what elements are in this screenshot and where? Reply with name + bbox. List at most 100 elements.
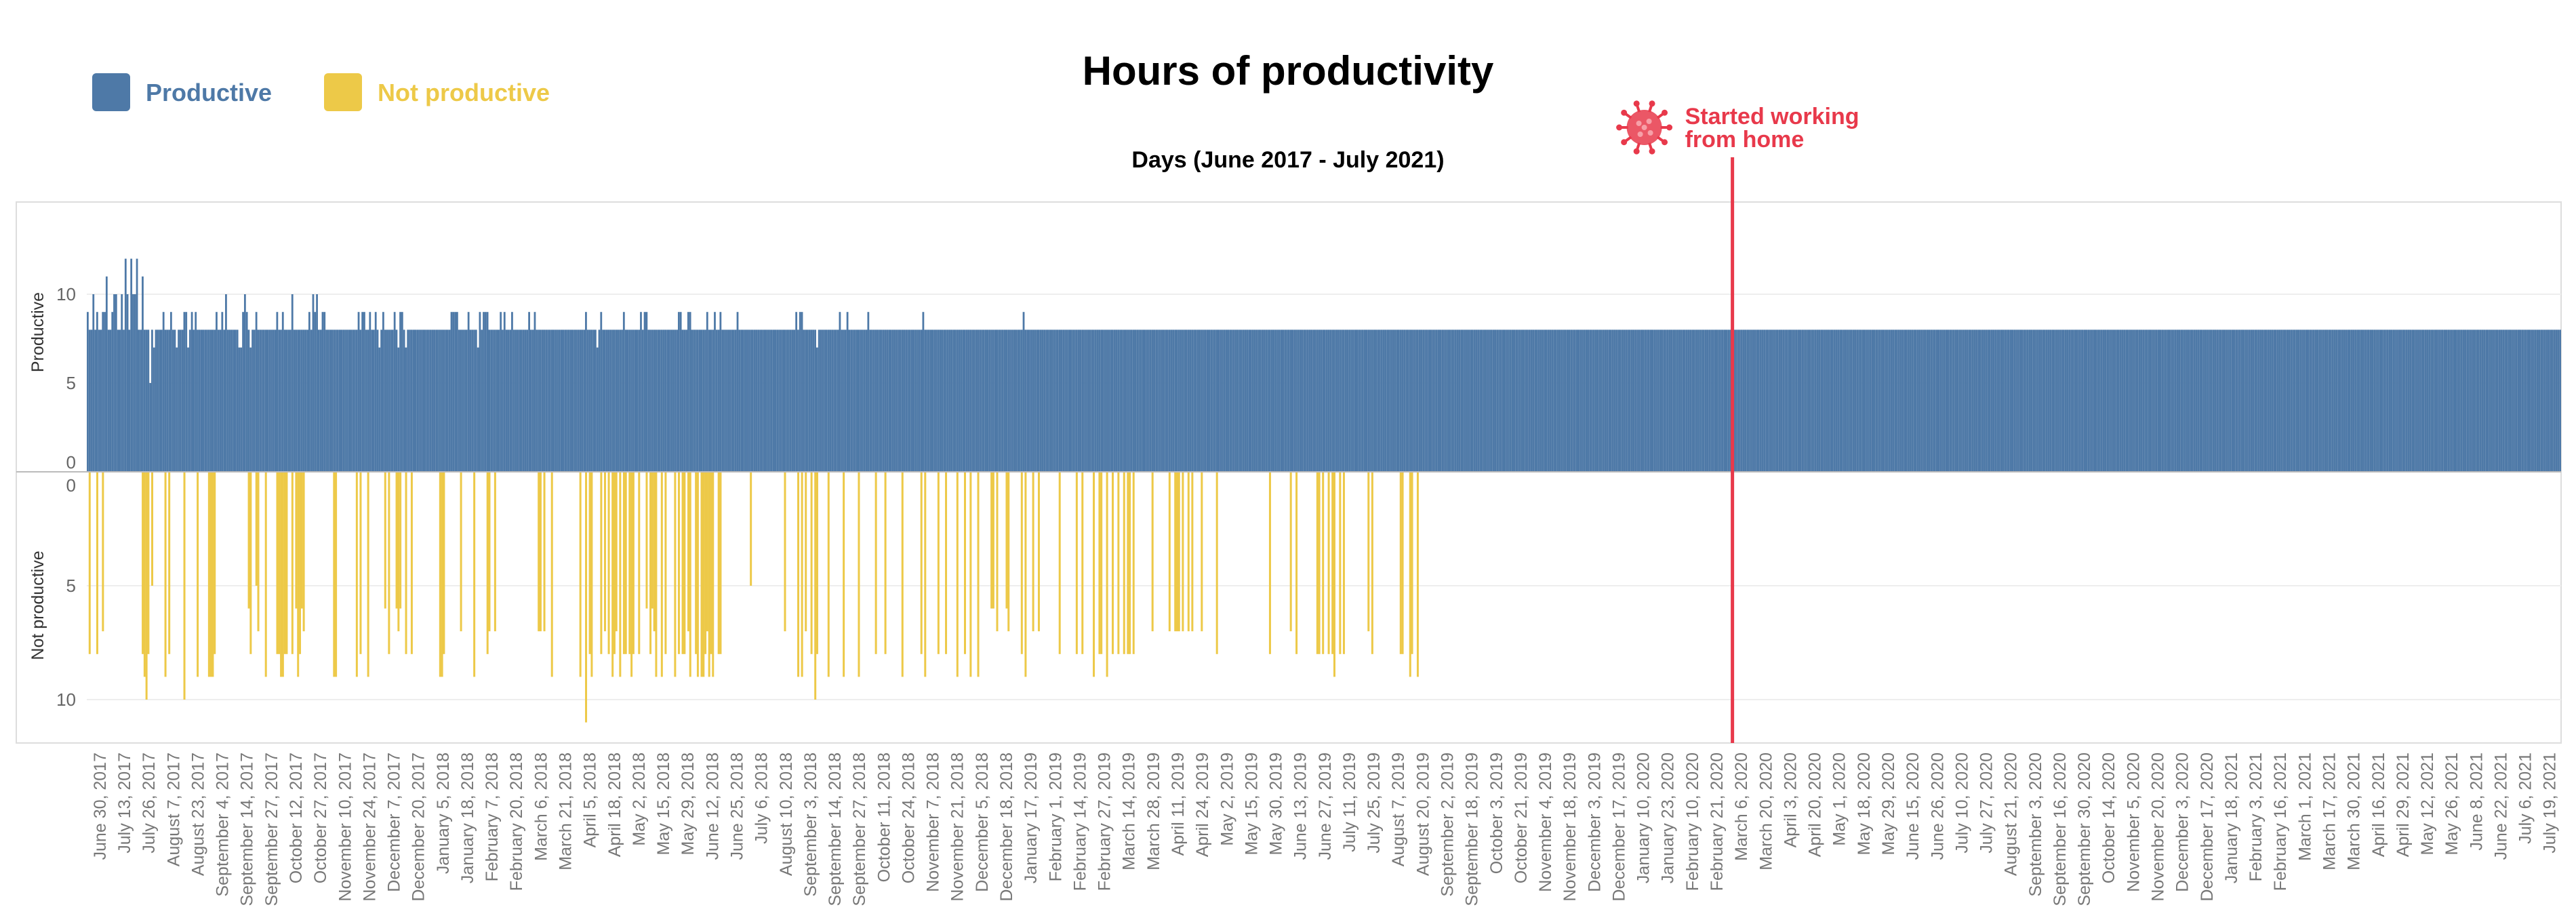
bar-productive <box>1824 329 1826 472</box>
bar-productive <box>2392 329 2395 472</box>
bar-productive <box>2352 329 2355 472</box>
bar-productive <box>1685 329 1688 472</box>
bar-productive <box>693 329 696 472</box>
bar-productive <box>435 329 438 472</box>
bar-productive <box>1134 329 1137 472</box>
bar-productive <box>1253 329 1256 472</box>
bar-productive <box>2154 329 2156 472</box>
bar-not-productive <box>992 472 994 609</box>
bar-productive <box>1060 329 1063 472</box>
bar-productive <box>761 329 763 472</box>
bar-productive <box>1981 329 1984 472</box>
bar-productive <box>259 329 262 472</box>
bar-productive <box>700 329 703 472</box>
bar-productive <box>1201 329 1203 472</box>
bar-productive <box>1542 329 1544 472</box>
bar-productive <box>312 294 315 472</box>
bar-not-productive <box>924 472 927 677</box>
bar-productive <box>2195 329 2198 472</box>
bar-productive <box>659 329 661 472</box>
bar-productive <box>1504 329 1506 472</box>
bar-productive <box>2044 329 2046 472</box>
bar-productive <box>2121 329 2124 472</box>
bar-productive <box>543 329 546 472</box>
bar-not-productive <box>335 472 338 677</box>
bar-productive <box>314 312 317 472</box>
bar-productive <box>831 329 834 472</box>
bar-productive <box>1481 329 1483 472</box>
bar-productive <box>1721 329 1724 472</box>
bar-productive <box>2468 329 2470 472</box>
bar-productive <box>1013 329 1015 472</box>
bar-productive <box>1303 329 1306 472</box>
x-tick-label: May 2, 2019 <box>1217 752 1236 846</box>
bar-productive <box>903 329 906 472</box>
bar-not-productive <box>683 472 686 654</box>
bar-productive <box>1579 329 1582 472</box>
bar-productive <box>1858 329 1860 472</box>
bar-productive <box>557 329 559 472</box>
bar-productive <box>132 294 134 472</box>
bar-not-productive <box>460 472 462 632</box>
bar-productive <box>2148 329 2150 472</box>
bar-productive <box>939 329 942 472</box>
bar-not-productive <box>585 472 588 723</box>
bar-productive <box>569 329 572 472</box>
bar-productive <box>948 329 951 472</box>
bar-productive <box>1914 329 1917 472</box>
bar-productive <box>1411 329 1413 472</box>
bar-productive <box>548 329 551 472</box>
bar-productive <box>1470 329 1472 472</box>
bar-productive <box>407 329 409 472</box>
bar-productive <box>228 329 231 472</box>
x-tick-label: January 17, 2019 <box>1022 752 1041 883</box>
bar-productive <box>2216 329 2219 472</box>
bar-productive <box>545 329 548 472</box>
bar-not-productive <box>920 472 923 654</box>
bar-productive <box>2284 329 2287 472</box>
bar-productive <box>567 329 570 472</box>
bar-productive <box>1523 329 1525 472</box>
bar-productive <box>2386 329 2389 472</box>
bar-productive <box>1659 329 1662 472</box>
bar-productive <box>1074 329 1076 472</box>
bar-not-productive <box>1367 472 1370 632</box>
bar-not-productive <box>1129 472 1131 654</box>
bar-productive <box>1310 329 1313 472</box>
bar-productive <box>384 329 386 472</box>
bar-productive <box>287 329 290 472</box>
bar-productive <box>2447 329 2450 472</box>
bar-not-productive <box>674 472 677 677</box>
bar-productive <box>149 383 152 472</box>
bar-productive <box>677 312 680 472</box>
bar-productive <box>2127 329 2129 472</box>
bar-productive <box>2129 329 2131 472</box>
bar-productive <box>363 312 365 472</box>
bar-not-productive <box>1098 472 1101 654</box>
bar-not-productive <box>1401 472 1404 654</box>
bar-productive <box>1528 329 1531 472</box>
bar-productive <box>1318 329 1321 472</box>
bar-productive <box>1322 329 1324 472</box>
bar-productive <box>1864 329 1866 472</box>
bar-productive <box>123 329 125 472</box>
bar-productive <box>2202 329 2205 472</box>
bar-productive <box>2413 329 2415 472</box>
bar-productive <box>881 329 883 472</box>
bar-productive <box>1426 329 1428 472</box>
bar-not-productive <box>1123 472 1125 654</box>
x-tick-label: December 3, 2019 <box>1585 752 1604 892</box>
bar-productive <box>2438 329 2440 472</box>
bar-productive <box>2207 329 2209 472</box>
bar-productive <box>1575 329 1578 472</box>
bar-productive <box>2038 329 2040 472</box>
bar-not-productive <box>142 472 144 654</box>
bar-productive <box>183 312 186 472</box>
bar-productive <box>2011 329 2014 472</box>
x-tick-label: June 22, 2021 <box>2491 752 2510 860</box>
bar-productive <box>534 312 536 472</box>
bar-productive <box>2295 329 2298 472</box>
bar-productive <box>814 329 816 472</box>
bar-productive <box>2366 329 2368 472</box>
bar-productive <box>138 329 140 472</box>
